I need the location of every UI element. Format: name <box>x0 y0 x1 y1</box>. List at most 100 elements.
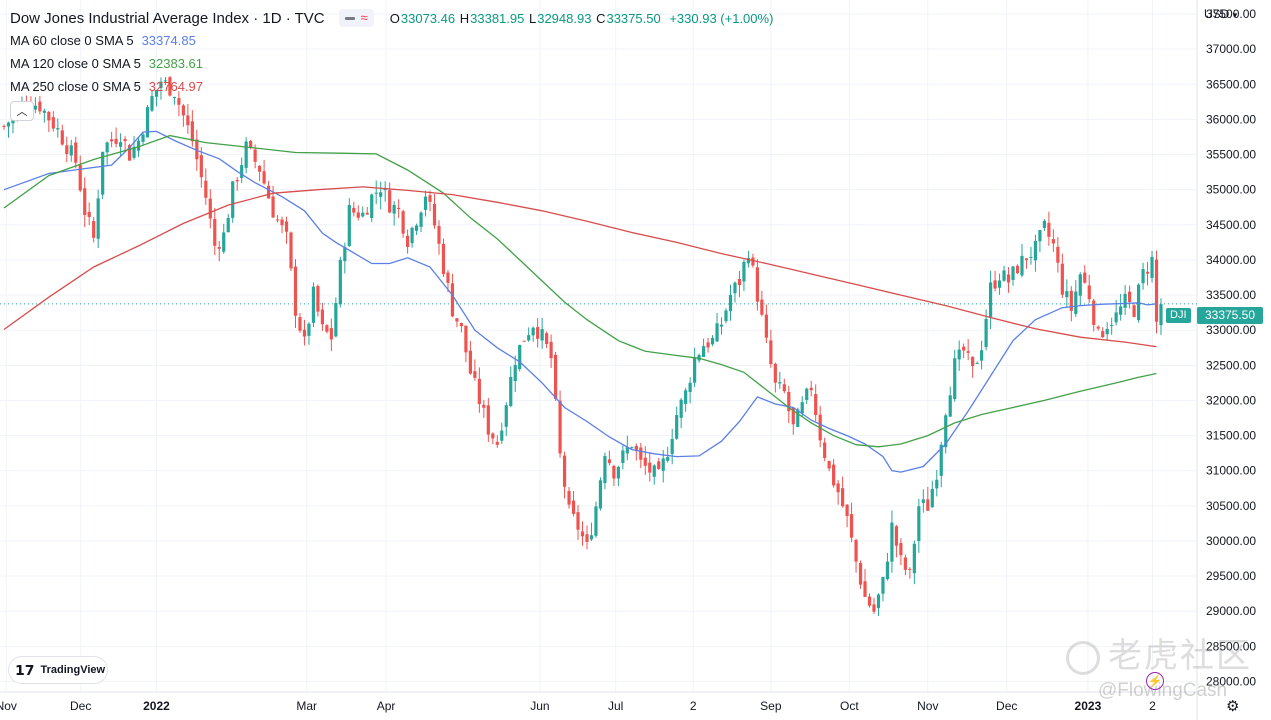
candle-body <box>468 350 472 374</box>
x-tick-label: Jul <box>608 699 623 713</box>
gear-icon[interactable]: ⚙ <box>1226 698 1240 715</box>
candle-body <box>504 405 508 427</box>
candle-body <box>127 144 132 161</box>
indicator-ma60[interactable]: MA 60 close 0 SMA 5 33374.85 <box>10 33 196 48</box>
candle-body <box>679 399 683 418</box>
candle-body <box>966 351 970 353</box>
candle-body <box>2 125 6 127</box>
candle-body <box>1074 291 1078 314</box>
candle-body <box>38 101 42 112</box>
candle-body <box>150 96 154 111</box>
candle-body <box>1101 331 1105 338</box>
candle-body <box>926 499 930 511</box>
candle-body <box>190 121 194 142</box>
candle-body <box>540 329 544 341</box>
currency-selector[interactable]: USD ▾ <box>1204 7 1237 21</box>
candle-body <box>1110 325 1114 327</box>
candle-body <box>1150 256 1154 278</box>
candle-body <box>616 466 620 479</box>
candle-body <box>953 358 957 400</box>
candle-body <box>459 323 464 327</box>
candle-body <box>69 145 73 156</box>
y-tick-label: 28000.00 <box>1206 674 1256 688</box>
candle-body <box>302 329 307 337</box>
candle-body <box>392 204 396 214</box>
y-tick-label: 31000.00 <box>1206 464 1256 478</box>
x-tick-label: 2022 <box>143 699 170 713</box>
candle-body <box>347 205 351 247</box>
legend-toggle-pill[interactable]: ≈ <box>338 9 374 27</box>
y-tick-label: 33000.00 <box>1206 323 1256 337</box>
candle-body <box>1105 328 1109 335</box>
candle-body <box>1083 272 1087 283</box>
candle-body <box>132 146 136 158</box>
collapse-indicators-button[interactable]: ︿ <box>10 101 34 121</box>
candle-body <box>894 526 899 546</box>
candle-body <box>1029 257 1033 259</box>
indicator-ma120[interactable]: MA 120 close 0 SMA 5 32383.61 <box>10 56 203 71</box>
candle-body <box>885 561 890 580</box>
candle-body <box>858 562 863 585</box>
change-value: +330.93 (+1.00%) <box>669 10 774 26</box>
candle-body <box>589 535 594 540</box>
candle-body <box>854 540 858 562</box>
watermark-handle: @FlowingCash <box>1098 680 1228 701</box>
candle-body <box>419 212 423 227</box>
candle-body <box>1033 240 1038 261</box>
candle-body <box>495 441 499 445</box>
candle-body <box>872 604 876 612</box>
candle-body <box>625 447 629 454</box>
candle-body <box>1119 306 1123 315</box>
candle-body <box>388 190 392 213</box>
candle-body <box>737 279 742 286</box>
tradingview-logo[interactable]: 𝟭𝟳 TradingView <box>8 656 108 684</box>
flash-icon[interactable]: ⚡ <box>1146 672 1164 690</box>
chart-header: Dow Jones Industrial Average Index · 1D … <box>10 8 774 28</box>
candle-body <box>289 232 293 269</box>
candle-body <box>944 415 948 448</box>
candle-body <box>1123 293 1127 308</box>
candle-body <box>558 400 562 454</box>
low-value: 32948.93 <box>537 10 592 26</box>
watermark-community: 老虎社区 <box>1066 628 1252 677</box>
ma-line <box>3 134 1157 448</box>
candle-body <box>576 512 580 530</box>
candle-body <box>800 402 804 414</box>
candle-body <box>280 219 284 226</box>
indicator-ma250[interactable]: MA 250 close 0 SMA 5 32764.97 <box>10 79 203 94</box>
y-tick-label: 36000.00 <box>1206 112 1256 126</box>
candle-body <box>365 212 369 215</box>
indicator-value: 32383.61 <box>148 56 204 71</box>
candle-body <box>406 235 410 247</box>
candle-body <box>675 415 679 439</box>
candle-body <box>984 318 988 348</box>
symbol-title[interactable]: Dow Jones Industrial Average Index · 1D … <box>10 9 325 27</box>
candle-body <box>307 323 311 336</box>
y-tick-label: 31500.00 <box>1206 429 1256 443</box>
candle-body <box>867 596 872 606</box>
candle-body <box>1069 290 1073 311</box>
candle-body <box>235 179 239 182</box>
candle-body <box>87 211 91 218</box>
candle-body <box>186 115 190 126</box>
candle-body <box>755 267 759 302</box>
candle-body <box>423 196 428 210</box>
candle-body <box>56 128 60 130</box>
candle-body <box>988 282 993 317</box>
candle-body <box>65 145 69 155</box>
candle-body <box>1006 274 1011 283</box>
candle-body <box>553 354 558 399</box>
candle-body <box>634 445 638 451</box>
candle-body <box>6 122 11 127</box>
candle-body <box>446 272 450 283</box>
candle-body <box>181 105 185 116</box>
candle-body <box>531 327 535 336</box>
candle-body <box>145 107 150 138</box>
candle-body <box>226 217 230 233</box>
y-tick-label: 35500.00 <box>1206 148 1256 162</box>
candle-body <box>1024 258 1029 261</box>
candle-body <box>527 335 531 341</box>
candle-body <box>935 479 939 489</box>
candle-body <box>486 405 490 435</box>
